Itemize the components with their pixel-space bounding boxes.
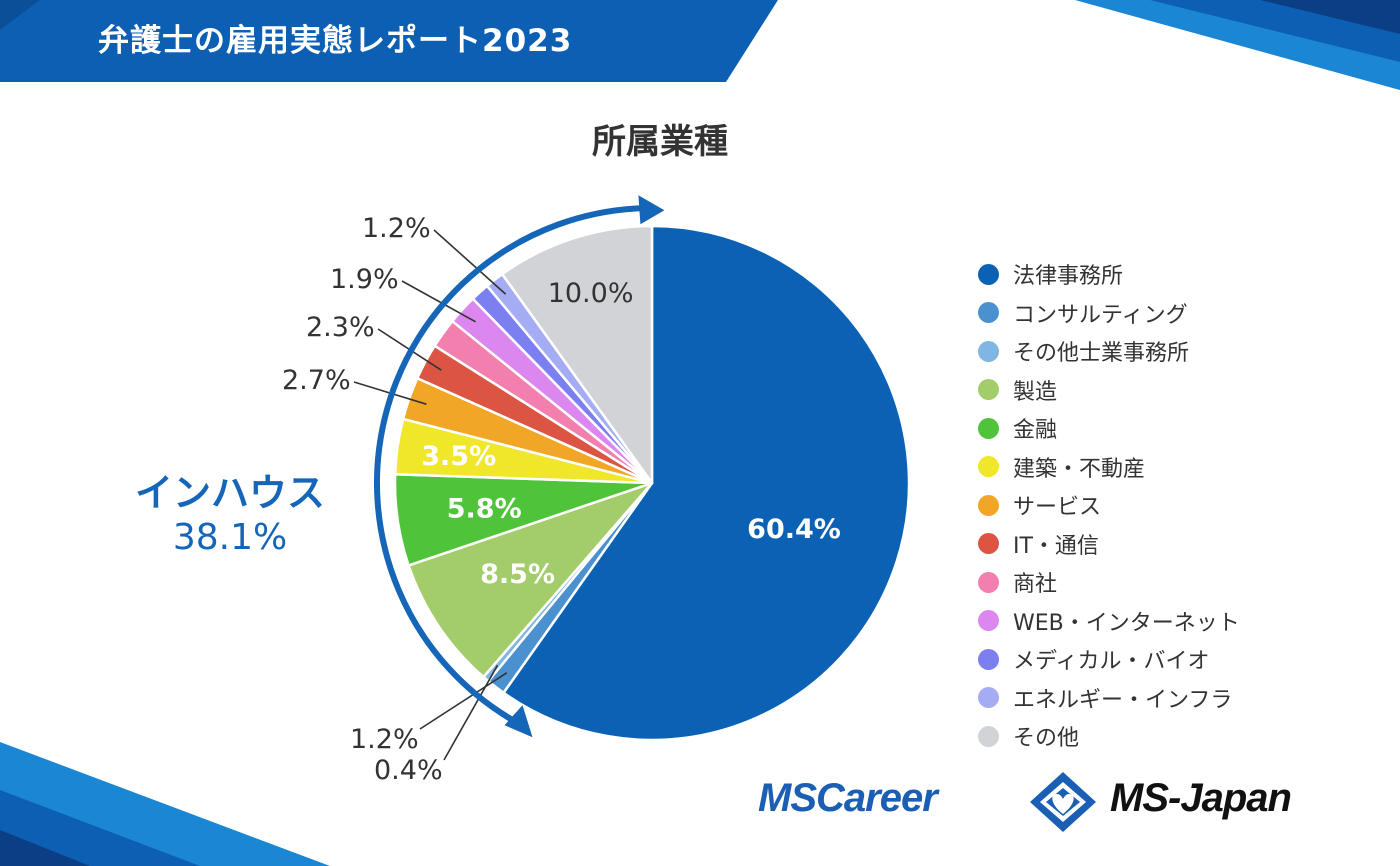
report-title: 弁護士の雇用実態レポート2023 (98, 23, 573, 59)
pie-slices (393, 224, 911, 742)
legend-label: IT・通信 (1013, 533, 1099, 559)
leader-line (401, 280, 476, 323)
slice-製造 (407, 481, 654, 679)
slice-label: 0.4% (374, 755, 443, 786)
legend-item: メディカル・バイオ (978, 640, 1240, 679)
legend-swatch (978, 648, 999, 670)
slice-label: 3.5% (421, 441, 496, 472)
arrowhead-bottom (504, 705, 533, 738)
slice-label: 1.9% (330, 264, 399, 295)
legend-item: 建築・不動産 (978, 448, 1240, 487)
inhouse-annotation: インハウス 38.1% (110, 470, 350, 560)
corner-stripe-top-right-deep (1260, 0, 1400, 34)
legend-item: 金融 (978, 409, 1240, 448)
inhouse-arc (373, 195, 665, 738)
inhouse-label: インハウス (134, 471, 325, 515)
legend-swatch (978, 302, 999, 324)
legend-swatch (978, 533, 999, 555)
legend-label: 金融 (1013, 418, 1058, 444)
chart-legend: 法律事務所コンサルティング その他士業事務所 製造金融建築・不動産 サービス IT・通信… (978, 255, 1240, 756)
header-banner-shade (0, 0, 40, 30)
legend-item: 商社 (978, 563, 1240, 602)
legend-item: 製造 (978, 371, 1240, 410)
mscareer-logo: MSCareer (758, 776, 938, 820)
legend-swatch (978, 610, 999, 632)
legend-swatch (978, 379, 999, 401)
inhouse-bracket-arc (373, 205, 643, 724)
legend-item: サービス (978, 486, 1240, 525)
legend-item: その他 (978, 717, 1240, 756)
slice-label: 60.4% (747, 514, 841, 545)
slice-label: 1.2% (350, 724, 419, 755)
legend-label: WEB・インターネット (1013, 610, 1240, 636)
ms-japan-logo: MS-Japan (1110, 776, 1292, 820)
legend-item: その他士業事務所 (978, 332, 1240, 371)
legend-label: 法律事務所 (1013, 264, 1124, 290)
legend-label: その他士業事務所 (1013, 341, 1190, 367)
ms-japan-mark-icon (1030, 772, 1096, 832)
legend-swatch (978, 340, 999, 362)
leader-line (443, 664, 499, 761)
legend-swatch (978, 494, 999, 516)
legend-label: メディカル・バイオ (1013, 649, 1210, 675)
legend-label: コンサルティング (1013, 302, 1188, 328)
legend-label: その他 (1013, 726, 1080, 752)
legend-item: WEB・インターネット (978, 602, 1240, 641)
slice-label: 2.3% (306, 312, 375, 343)
legend-swatch (978, 571, 999, 593)
inhouse-value: 38.1% (172, 517, 288, 558)
legend-label: 製造 (1013, 379, 1058, 405)
legend-swatch (978, 263, 999, 285)
slice-その他 (500, 224, 654, 485)
corner-stripe-bottom-left-deep (0, 830, 90, 866)
legend-item: エネルギー・インフラ (978, 679, 1240, 718)
legend-label: 建築・不動産 (1013, 456, 1146, 482)
arrowhead-top (638, 195, 665, 225)
slice-法律事務所 (502, 224, 911, 742)
legend-label: サービス (1013, 495, 1102, 521)
legend-swatch (978, 725, 999, 747)
legend-item: IT・通信 (978, 525, 1240, 564)
slice-label: 2.7% (282, 365, 351, 396)
leader-line (433, 229, 507, 295)
header-banner (0, 0, 778, 82)
slice-label: 1.2% (362, 213, 431, 244)
legend-item: コンサルティング (978, 294, 1240, 333)
logos: MSCareer MS-Japan (752, 770, 1352, 834)
legend-swatch (978, 417, 999, 439)
slice-label: 8.5% (480, 559, 555, 590)
legend-label: 商社 (1013, 572, 1058, 598)
slice-label: 10.0% (548, 278, 634, 309)
slice-labels: 60.4%1.2%0.4%8.5%5.8%3.5%2.7%2.3%1.9%1.2… (282, 213, 841, 786)
legend-label: エネルギー・インフラ (1013, 687, 1233, 713)
legend-swatch (978, 456, 999, 478)
slice-label: 5.8% (447, 494, 522, 525)
corner-stripe-bottom-left-dark (0, 790, 200, 866)
chart-title: 所属業種 (592, 122, 728, 162)
legend-item: 法律事務所 (978, 255, 1240, 294)
leader-line (419, 672, 508, 730)
legend-swatch (978, 687, 999, 709)
